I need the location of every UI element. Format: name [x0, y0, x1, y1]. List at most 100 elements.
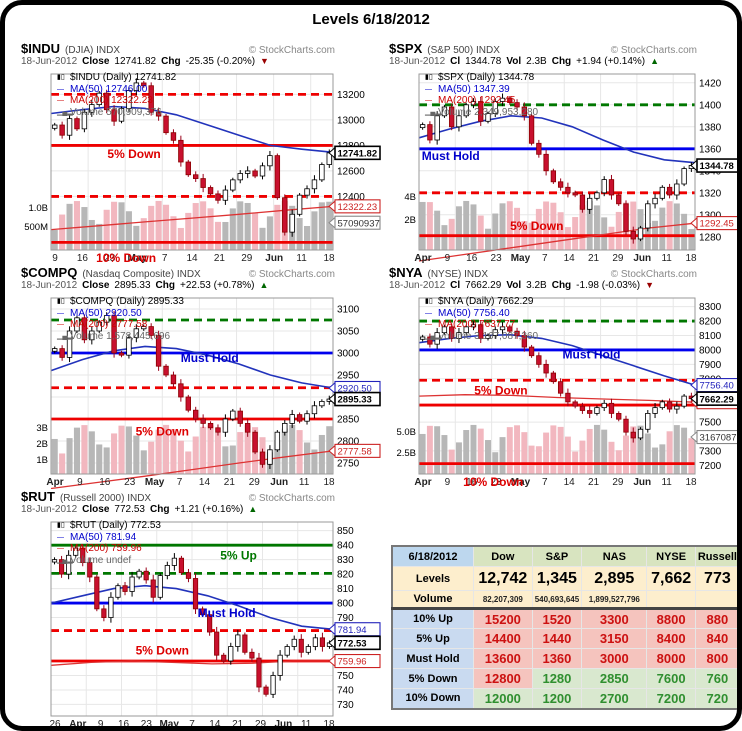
copyright-label: © StockCharts.com: [248, 45, 335, 56]
arrow-down-icon: ▼: [645, 280, 655, 290]
y-axis-tick: 1280: [699, 232, 722, 243]
chart-header: $NYA (NYSE) INDX © StockCharts.com: [389, 265, 737, 280]
quote-segment: Chg: [551, 280, 572, 291]
x-axis-tick: 23: [491, 253, 503, 264]
x-axis-tick: 23: [124, 477, 136, 488]
price-callout-ma200: 759.96: [338, 657, 367, 668]
table-cell: 1520: [531, 608, 583, 629]
y-axis-tick: 3000: [337, 349, 360, 360]
quote-segment: Close: [82, 504, 110, 515]
table-cell: 2,895: [581, 566, 648, 591]
chart-spx: $SPX (S&P 500) INDX © StockCharts.com 18-Ju…: [389, 41, 737, 265]
x-axis-tick: Apr: [414, 477, 431, 488]
y-axis-tick: 7900: [699, 360, 722, 371]
quote-line: 18-Jun-2012 Close 12741.82 Chg -25.35 (-0.20…: [21, 56, 381, 67]
x-axis-tick: Apr: [46, 477, 63, 488]
ticker-symbol: $RUT: [21, 489, 55, 504]
price-callout-ma200: 2777.58: [338, 446, 372, 457]
price-callout-ma50: 781.94: [338, 625, 367, 636]
levels-table-wrap: 6/18/2012 Dow S&P NAS NYSE Russell Levels 12,74…: [391, 545, 737, 710]
x-axis-tick: 29: [241, 253, 253, 264]
x-axis-tick: Apr: [414, 253, 431, 264]
table-row: 5% Down 12800 1280 2850 7600 760: [391, 668, 737, 689]
quote-segment: Cl: [450, 56, 461, 67]
table-row: 10% Down 12000 1200 2700 7200 720: [391, 688, 737, 709]
y-axis-tick: 3100: [337, 305, 360, 316]
y-axis-tick: 2750: [337, 459, 360, 470]
volume-axis-tick: 5.0B: [396, 427, 416, 438]
table-row: Must Hold 13600 1360 3000 8000 800: [391, 648, 737, 669]
row-label: Volume: [391, 590, 474, 609]
x-axis-tick: 23: [141, 719, 153, 730]
table-cell: 2850: [581, 668, 648, 689]
quote-segment: +1.21 (+0.16%): [174, 504, 244, 515]
x-axis-tick: 16: [466, 253, 478, 264]
volume-axis-tick: 500M: [24, 222, 48, 233]
quote-line: 18-Jun-2012 Close 2895.33 Chg +22.53 (+0.78%…: [21, 280, 381, 291]
x-axis-tick: 7: [189, 719, 195, 730]
x-axis-tick: 23: [491, 477, 503, 488]
x-axis-tick: 14: [564, 253, 576, 264]
row-label: 10% Down: [391, 688, 474, 709]
table-cell: 7200: [646, 688, 696, 709]
x-axis-tick: 9: [77, 477, 83, 488]
x-axis-tick: 29: [612, 477, 624, 488]
y-axis-tick: 1400: [699, 100, 722, 111]
x-axis-tick: 9: [52, 253, 58, 264]
quote-line: 18-Jun-2012 Cl 7662.29 Vol 3.2B Chg -1.98 (-0.…: [389, 280, 737, 291]
x-axis-tick: 23: [104, 253, 116, 264]
chart-canvas-compq: 310030503000295029002850280027503B2B1BAp…: [36, 297, 381, 489]
table-cell: 1280: [531, 668, 583, 689]
x-axis-tick: 16: [99, 477, 111, 488]
x-axis-tick: May: [511, 477, 531, 488]
table-date-header: 6/18/2012: [391, 545, 474, 567]
x-axis-tick: Jun: [265, 253, 283, 264]
x-axis-tick: 11: [661, 253, 672, 264]
volume-axis-tick: 1.0B: [28, 203, 48, 214]
x-axis-tick: 21: [588, 253, 600, 264]
level-annotation: Must Hold: [563, 348, 621, 362]
column-header: Dow: [473, 545, 533, 567]
x-axis-tick: 14: [564, 477, 576, 488]
table-cell: 7,662: [646, 566, 696, 591]
column-header: NYSE: [646, 545, 696, 567]
y-axis-tick: 840: [337, 541, 354, 552]
quote-line: 18-Jun-2012 Cl 1344.78 Vol 2.3B Chg +1.94 (+0.…: [389, 56, 737, 67]
copyright-label: © StockCharts.com: [248, 493, 335, 504]
table-cell: 3150: [581, 628, 648, 649]
quote-segment: Cl: [450, 280, 461, 291]
x-axis-tick: 18: [323, 253, 335, 264]
y-axis-tick: 7200: [699, 461, 722, 472]
quote-segment: Vol: [506, 56, 522, 67]
chart-canvas-nya: 8300820081008000790078007500730072005.0B…: [396, 297, 737, 489]
volume-axis-tick: 3B: [36, 423, 48, 434]
arrow-down-icon: ▼: [260, 56, 269, 66]
y-axis-tick: 7500: [699, 418, 722, 429]
x-axis-tick: Jun: [270, 477, 288, 488]
table-cell: 2700: [581, 688, 648, 709]
y-axis-tick: 7300: [699, 446, 722, 457]
y-axis-tick: 1360: [699, 144, 722, 155]
chart-rut: $RUT (Russell 2000) INDX © StockCharts.com…: [21, 489, 381, 730]
x-axis-tick: Jun: [633, 477, 651, 488]
page-title: Levels 6/18/2012: [312, 11, 430, 28]
table-cell: 840: [694, 628, 737, 649]
chart-indu: $INDU (DJIA) INDX © StockCharts.com 18-Jun-…: [21, 41, 381, 265]
table-cell: [694, 590, 737, 609]
arrow-up-icon: ▲: [259, 280, 269, 290]
level-annotation: 5% Down: [510, 219, 563, 233]
copyright-label: © StockCharts.com: [610, 45, 697, 56]
table-cell: 1,899,527,796: [581, 590, 648, 609]
table-cell: 1360: [531, 648, 583, 669]
price-callout-close: 7662.29: [700, 394, 734, 405]
y-axis-tick: 750: [337, 671, 354, 682]
table-cell: 8000: [646, 648, 696, 669]
price-callout-close: 12741.82: [338, 148, 378, 159]
x-axis-tick: May: [511, 253, 531, 264]
table-row: Levels 12,742 1,345 2,895 7,662 773: [391, 566, 737, 591]
quote-segment: Vol: [506, 280, 522, 291]
row-label: 10% Up: [391, 608, 474, 629]
ticker-symbol: $COMPQ: [21, 265, 78, 280]
x-axis-tick: 14: [199, 477, 211, 488]
x-axis-level-note: 10% Down: [96, 251, 156, 265]
